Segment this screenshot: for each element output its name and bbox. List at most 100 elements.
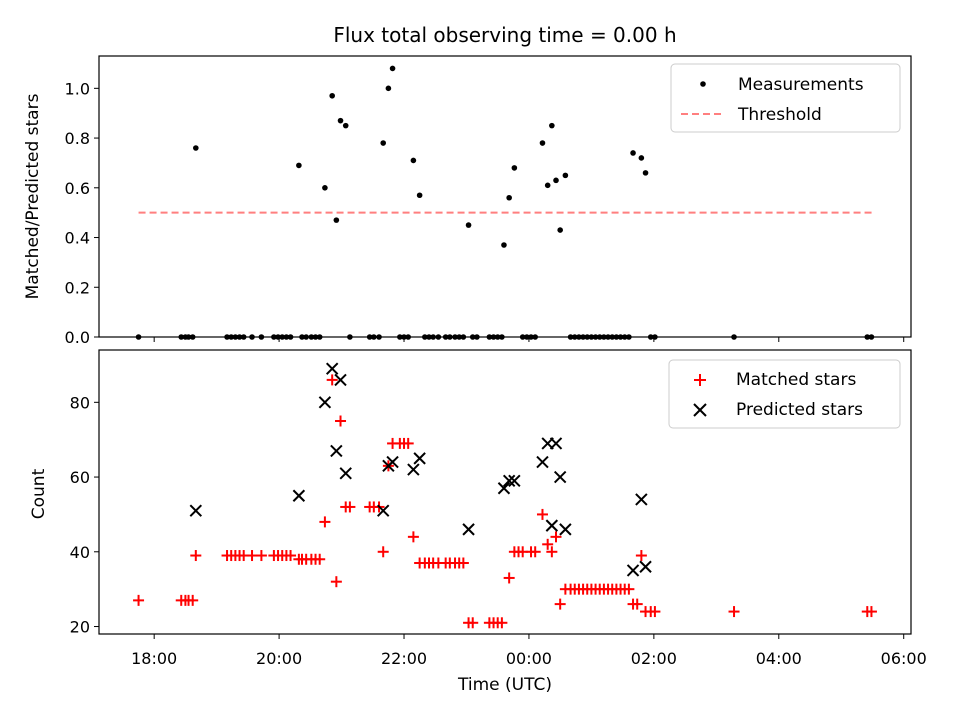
predicted-star-point: [536, 455, 549, 469]
predicted-star-point: [497, 482, 511, 495]
measurement-point: [642, 170, 649, 176]
measurement-point: [562, 172, 569, 179]
measurements-legend-label: Measurements: [738, 75, 864, 95]
bottom-panel-xticks: 18:00 20:00 22:00 00:00 02:00 04:00 06:00: [131, 634, 927, 668]
matched-star-point: [314, 553, 326, 565]
measurement-point: [416, 192, 423, 199]
matched-star-point: [407, 531, 419, 543]
predicted-star-point: [189, 504, 203, 517]
predicted-star-point: [559, 523, 572, 536]
measurement-point: [333, 217, 340, 223]
measurement-point: [329, 92, 335, 99]
predicted-star-point: [502, 474, 516, 487]
measurement-point: [380, 140, 387, 146]
predicted-star-point: [376, 504, 390, 517]
measurement-point: [638, 155, 645, 161]
bottom-panel: 20 40 60 80 18:00 20:00 22:00 00:00 02:00 04:00 0…: [29, 349, 927, 695]
matched-star-point: [728, 606, 740, 618]
measurement-point: [544, 182, 551, 189]
matched-star-point: [190, 550, 202, 562]
predicted-legend-label: Predicted stars: [736, 400, 863, 420]
measurements-legend-marker: [700, 81, 706, 87]
xtick-label: 06:00: [881, 649, 927, 668]
matched-star-point: [635, 550, 647, 562]
matched-star-point: [865, 606, 877, 618]
measurement-point: [501, 242, 507, 248]
predicted-legend-marker: [693, 403, 707, 417]
measurement-point: [296, 162, 302, 169]
top-panel-ylabel: Matched/Predicted stars: [23, 93, 43, 299]
matched-star-point: [550, 531, 562, 543]
measurement-point: [322, 184, 328, 191]
matched-star-point: [554, 598, 566, 610]
predicted-star-point: [549, 437, 563, 450]
xtick-label: 22:00: [381, 649, 427, 668]
measurement-point: [549, 122, 555, 129]
matched-star-point: [402, 437, 414, 449]
measurement-point: [630, 150, 636, 156]
matched-star-point: [285, 550, 297, 562]
x-axis-label: Time (UTC): [457, 675, 552, 695]
top-panel-frame: [98, 55, 912, 338]
matched-star-point: [623, 583, 635, 595]
matched-legend-label: Matched stars: [736, 370, 856, 390]
matched-legend-marker: [694, 374, 706, 386]
matched-star-point: [467, 617, 479, 629]
measurement-point: [389, 65, 396, 72]
xtick-label: 20:00: [256, 649, 302, 668]
ytick-label: 1.0: [65, 79, 90, 98]
bottom-panel-yticks: 20 40 60 80: [70, 393, 99, 637]
predicted-star-point: [413, 452, 426, 465]
ytick-label: 80: [70, 393, 90, 412]
matched-star-point: [496, 617, 508, 629]
measurement-point: [410, 157, 417, 164]
measurement-point: [337, 117, 344, 124]
predicted-star-point: [635, 493, 648, 506]
predicted-star-point: [292, 489, 306, 502]
bottom-panel-ylabel: Count: [29, 468, 49, 519]
predicted-star-point: [325, 362, 339, 375]
ytick-label: 60: [70, 468, 90, 487]
ytick-label: 40: [70, 543, 90, 562]
ytick-label: 0.4: [65, 229, 90, 248]
predicted-star-point: [318, 396, 332, 409]
matched-star-point: [187, 594, 199, 606]
measurement-point: [506, 194, 512, 201]
chart-title: Flux total observing time = 0.00 h: [333, 23, 676, 47]
predicted-star-point: [508, 474, 521, 487]
measurement-point: [557, 227, 563, 233]
matched-star-point: [457, 557, 469, 569]
predicted-star-point: [407, 463, 420, 476]
matched-star-point: [529, 546, 541, 558]
bottom-panel-series: [133, 362, 877, 629]
matched-star-point: [335, 415, 347, 427]
matched-star-point: [246, 550, 258, 562]
ytick-label: 0.6: [65, 179, 90, 198]
predicted-star-point: [462, 523, 475, 536]
xtick-label: 00:00: [506, 649, 552, 668]
predicted-star-point: [386, 455, 399, 469]
matched-star-point: [649, 606, 661, 618]
ytick-label: 0.2: [65, 278, 90, 297]
ytick-label: 0.0: [65, 328, 90, 347]
threshold-legend-label: Threshold: [737, 105, 822, 125]
matched-star-point: [133, 594, 145, 606]
matched-star-point: [536, 508, 548, 520]
top-panel: Flux total observing time = 0.00 h 0.0 0.…: [23, 23, 912, 347]
ytick-label: 0.8: [65, 129, 90, 148]
ytick-label: 20: [70, 618, 90, 637]
xtick-label: 04:00: [756, 649, 802, 668]
measurement-point: [511, 165, 518, 171]
top-legend-box: [670, 63, 901, 133]
predicted-star-point: [339, 467, 352, 480]
predicted-star-point: [330, 444, 343, 458]
matched-star-point: [377, 546, 389, 558]
xtick-label: 18:00: [131, 649, 177, 668]
measurement-point: [553, 177, 559, 184]
bottom-legend-box: [668, 359, 901, 429]
bottom-panel-frame: [98, 349, 912, 635]
measurement-point: [465, 222, 472, 228]
predicted-star-point: [639, 560, 652, 573]
matched-star-point: [326, 374, 338, 386]
